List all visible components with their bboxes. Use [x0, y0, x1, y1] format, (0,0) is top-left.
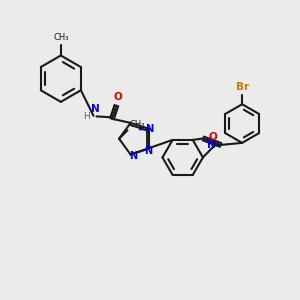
Text: CH₃: CH₃: [53, 33, 69, 42]
Text: =N: =N: [137, 124, 154, 134]
Text: Br: Br: [236, 82, 249, 92]
Text: N: N: [91, 104, 99, 114]
Text: N: N: [130, 151, 138, 161]
Text: O: O: [209, 132, 218, 142]
Text: CH₃: CH₃: [129, 120, 145, 129]
Text: N: N: [207, 140, 215, 150]
Text: O: O: [113, 92, 122, 102]
Text: H: H: [84, 112, 90, 121]
Text: N: N: [144, 146, 152, 157]
